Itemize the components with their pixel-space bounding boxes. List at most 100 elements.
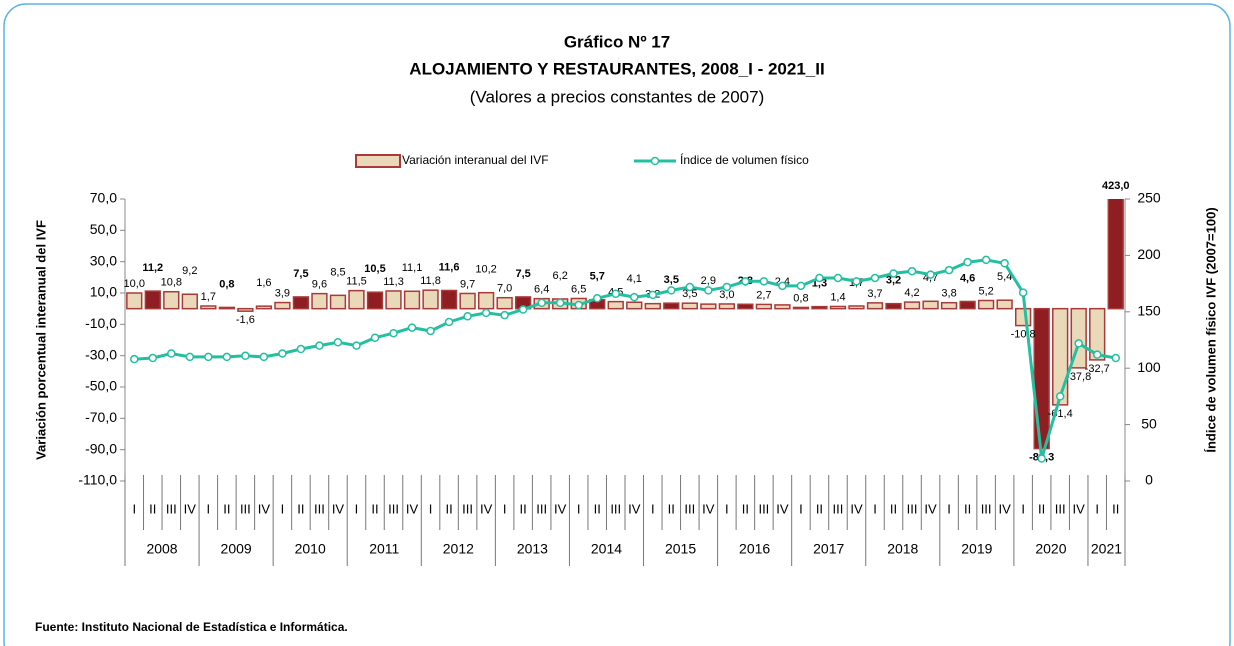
- x-tick-label: IV: [258, 501, 271, 516]
- data-label: -61,4: [1048, 408, 1073, 420]
- y2-tick-label: 0: [1145, 472, 1153, 488]
- bar: [274, 301, 291, 310]
- bar: [663, 302, 680, 310]
- bar: [218, 306, 236, 310]
- x-tick-label: IV: [924, 501, 937, 516]
- legend-label: Índice de volumen físico: [680, 152, 809, 167]
- data-label: 9,2: [182, 265, 197, 277]
- x-tick-label: II: [964, 501, 971, 516]
- data-label: 11,5: [346, 276, 367, 288]
- line-marker: [185, 352, 195, 362]
- bar: [477, 291, 495, 310]
- x-tick-label: IV: [776, 501, 789, 516]
- x-tick-label: I: [503, 501, 507, 516]
- y2-tick-label: 50: [1141, 415, 1157, 431]
- x-tick-label: I: [873, 501, 877, 516]
- line-marker: [278, 349, 287, 358]
- bar: [366, 291, 384, 310]
- y-tick-label: -30,0: [85, 346, 117, 362]
- x-tick-label: I: [1095, 501, 1099, 516]
- bar: [1014, 307, 1032, 327]
- x-tick-label: I: [355, 501, 359, 516]
- bar: [940, 301, 958, 310]
- data-label: -32,7: [1085, 363, 1110, 375]
- line-marker: [352, 341, 361, 350]
- x-tick-label: I: [281, 501, 285, 516]
- legend-label: Variación interanual del IVF: [402, 153, 549, 167]
- x-tick-label: II: [223, 501, 230, 516]
- bar: [644, 302, 661, 310]
- line-marker: [1018, 288, 1028, 297]
- data-label: 5,7: [590, 271, 605, 283]
- data-label: 3,8: [941, 288, 956, 300]
- y2-axis-title: Índice de volumen físico IVF (2007=100): [1203, 207, 1218, 452]
- line-marker: [463, 312, 472, 321]
- data-label: 10,0: [124, 278, 145, 290]
- bar: [163, 290, 180, 310]
- bar: [848, 305, 865, 310]
- line-marker: [315, 341, 324, 350]
- bar: [700, 303, 717, 310]
- data-label: 11,8: [420, 275, 441, 287]
- bar: [718, 303, 736, 310]
- line-marker: [148, 353, 158, 363]
- x-tick-label: IV: [1073, 501, 1086, 516]
- x-tick-label: III: [166, 501, 177, 516]
- bar: [977, 299, 995, 310]
- line-marker: [1074, 339, 1083, 348]
- data-label: 1,7: [201, 291, 216, 303]
- line-marker: [222, 352, 232, 362]
- data-label: 6,2: [553, 270, 568, 282]
- bar: [792, 306, 810, 310]
- x-tick-label: I: [577, 501, 581, 516]
- line-marker: [444, 317, 454, 327]
- bar: [126, 292, 143, 310]
- year-label: 2009: [221, 541, 252, 557]
- y-axis-title: Variación porcentual interanual del IVF: [33, 220, 48, 460]
- bar: [607, 300, 624, 310]
- x-tick-label: IV: [406, 501, 419, 516]
- data-label: 11,6: [439, 261, 460, 273]
- bar: [459, 292, 476, 310]
- year-label: 2010: [295, 541, 326, 557]
- data-label: 3,5: [682, 288, 697, 300]
- bar: [1033, 307, 1050, 450]
- bar: [255, 305, 273, 310]
- line-marker: [481, 308, 491, 318]
- x-tick-label: IV: [332, 501, 345, 516]
- data-label: 7,5: [515, 268, 530, 280]
- bar: [811, 305, 828, 310]
- y2-tick-label: 100: [1137, 359, 1161, 375]
- data-label: 3,5: [664, 274, 679, 286]
- data-label: 4,6: [960, 272, 975, 284]
- bar: [681, 302, 698, 310]
- line-marker: [963, 257, 972, 267]
- bar: [329, 294, 347, 310]
- year-label: 2015: [665, 541, 696, 557]
- bar: [237, 307, 254, 312]
- x-tick-label: I: [725, 501, 729, 516]
- line-marker: [333, 338, 343, 347]
- x-tick-label: IV: [628, 501, 641, 516]
- y-tick-label: 30,0: [90, 252, 117, 268]
- bar: [755, 303, 773, 310]
- line-marker: [1000, 259, 1009, 268]
- line-marker: [889, 269, 898, 278]
- y-tick-label: 70,0: [90, 190, 117, 206]
- data-label: 10,2: [475, 264, 496, 276]
- line-marker: [426, 326, 435, 336]
- bar: [200, 305, 217, 310]
- line-marker: [630, 292, 639, 302]
- bar: [1089, 307, 1106, 361]
- x-tick-label: I: [651, 501, 655, 516]
- data-label: 3,7: [867, 288, 882, 300]
- x-tick-label: III: [1055, 501, 1066, 516]
- line-marker: [722, 282, 732, 292]
- x-tick-label: IV: [850, 501, 863, 516]
- line-marker: [592, 294, 602, 303]
- data-label: 9,6: [312, 279, 327, 291]
- x-tick-label: IV: [554, 501, 567, 516]
- data-label: 5,2: [978, 285, 993, 297]
- data-label: -10,8: [1011, 328, 1036, 340]
